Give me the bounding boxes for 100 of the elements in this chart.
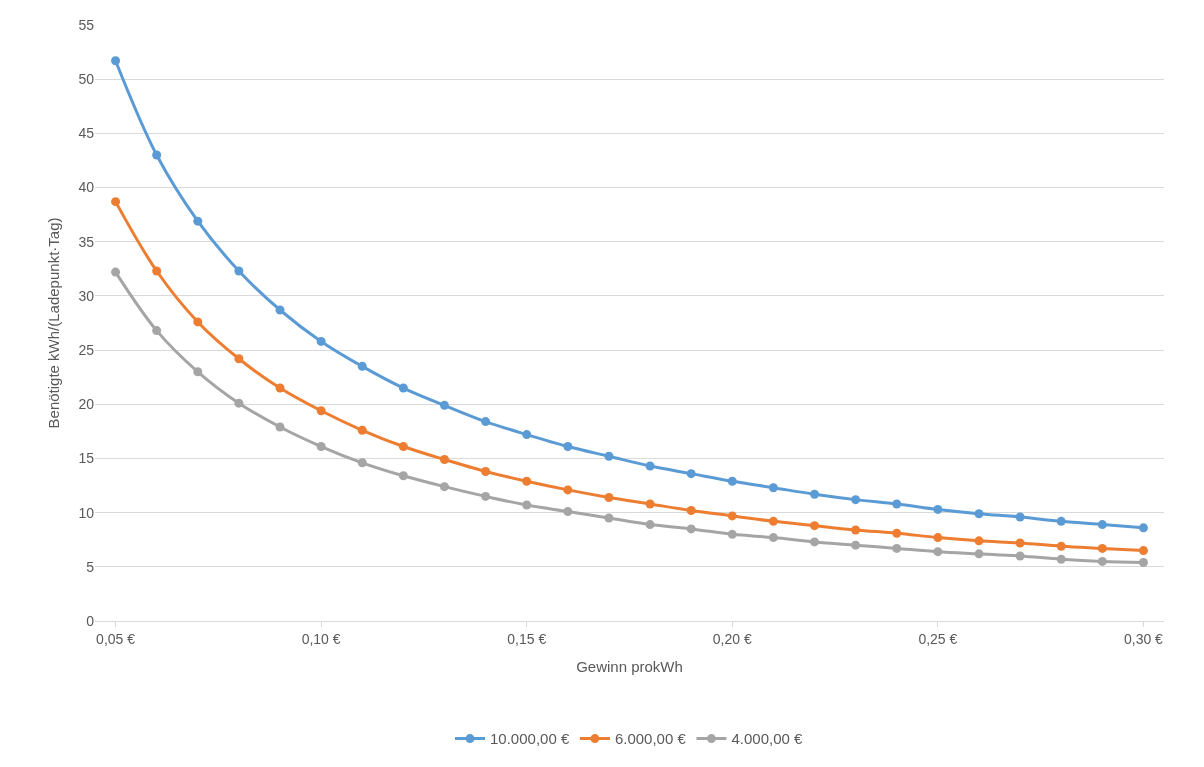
legend-label: 10.000,00 € [490, 730, 570, 748]
point [892, 528, 902, 538]
legend-label: 6.000,00 € [614, 730, 687, 748]
point [810, 489, 820, 499]
point [1056, 554, 1066, 564]
x-tick-label: 0,05 € [96, 630, 136, 647]
point [1015, 512, 1025, 522]
point [152, 266, 162, 276]
point [768, 533, 778, 543]
point [1138, 546, 1148, 556]
x-tick-label: 0,15 € [507, 630, 547, 647]
point [933, 547, 943, 557]
point [768, 516, 778, 526]
point [645, 520, 655, 530]
point [439, 400, 449, 410]
point [111, 197, 121, 207]
y-tick-label: 35 [78, 233, 95, 250]
point [1097, 556, 1107, 566]
point [1056, 516, 1066, 526]
point [686, 524, 696, 534]
point [193, 317, 203, 327]
point [851, 495, 861, 505]
point [439, 455, 449, 465]
point [645, 461, 655, 471]
y-axis-title: Benötigte kWh/(Ladepunkt·Tag) [44, 217, 62, 429]
y-tick-label: 15 [78, 450, 95, 467]
point [234, 354, 244, 364]
y-tick-label: 0 [86, 612, 95, 629]
y-tick-label: 30 [78, 287, 95, 304]
point [768, 483, 778, 493]
point [851, 540, 861, 550]
legend-label: 4.000,00 € [731, 730, 804, 748]
point [522, 430, 532, 440]
x-tick-label: 0,10 € [301, 630, 341, 647]
point [234, 398, 244, 408]
point [1097, 543, 1107, 553]
point [275, 305, 285, 315]
x-tick-label: 0,25 € [918, 630, 958, 647]
point [1015, 551, 1025, 561]
point [439, 482, 449, 492]
point [727, 529, 737, 539]
point [275, 422, 285, 432]
point [1056, 541, 1066, 551]
y-tick-label: 5 [86, 558, 95, 575]
point [686, 469, 696, 479]
x-axis-title: Gewinn prokWh [576, 657, 683, 675]
y-tick-label: 50 [78, 71, 95, 88]
point [851, 525, 861, 535]
point [152, 150, 162, 160]
point [522, 500, 532, 510]
point [316, 442, 326, 452]
point [398, 383, 408, 393]
point [193, 216, 203, 226]
point [604, 451, 614, 461]
point [974, 549, 984, 559]
point [522, 476, 532, 486]
point [152, 326, 162, 336]
point [481, 491, 491, 501]
point [727, 476, 737, 486]
point [481, 417, 491, 427]
point [111, 56, 121, 66]
point [234, 266, 244, 276]
point [481, 466, 491, 476]
point [563, 442, 573, 452]
point [892, 499, 902, 509]
point [1015, 538, 1025, 548]
point [933, 533, 943, 543]
point [892, 543, 902, 553]
y-tick-label: 55 [78, 16, 95, 33]
point [1097, 520, 1107, 530]
point [398, 442, 408, 452]
y-tick-label: 20 [78, 396, 95, 413]
point [810, 537, 820, 547]
point [563, 507, 573, 517]
y-tick-label: 25 [78, 341, 95, 358]
point [1138, 557, 1148, 567]
point [727, 511, 737, 521]
point [357, 425, 367, 435]
point [604, 492, 614, 502]
point [275, 383, 285, 393]
point [974, 509, 984, 519]
point [316, 406, 326, 416]
y-tick-label: 10 [78, 504, 95, 521]
point [810, 521, 820, 531]
point [974, 536, 984, 546]
x-tick-label: 0,30 € [1123, 630, 1164, 647]
point [645, 499, 655, 509]
y-tick-label: 45 [78, 125, 95, 142]
point [357, 361, 367, 371]
point [604, 513, 614, 523]
x-tick-label: 0,20 € [712, 630, 752, 647]
y-tick-label: 40 [78, 179, 95, 196]
point [398, 471, 408, 481]
point [933, 504, 943, 514]
point [193, 367, 203, 377]
point [686, 505, 696, 515]
point [1138, 523, 1148, 533]
point [357, 458, 367, 468]
point [316, 336, 326, 346]
point [111, 267, 121, 277]
